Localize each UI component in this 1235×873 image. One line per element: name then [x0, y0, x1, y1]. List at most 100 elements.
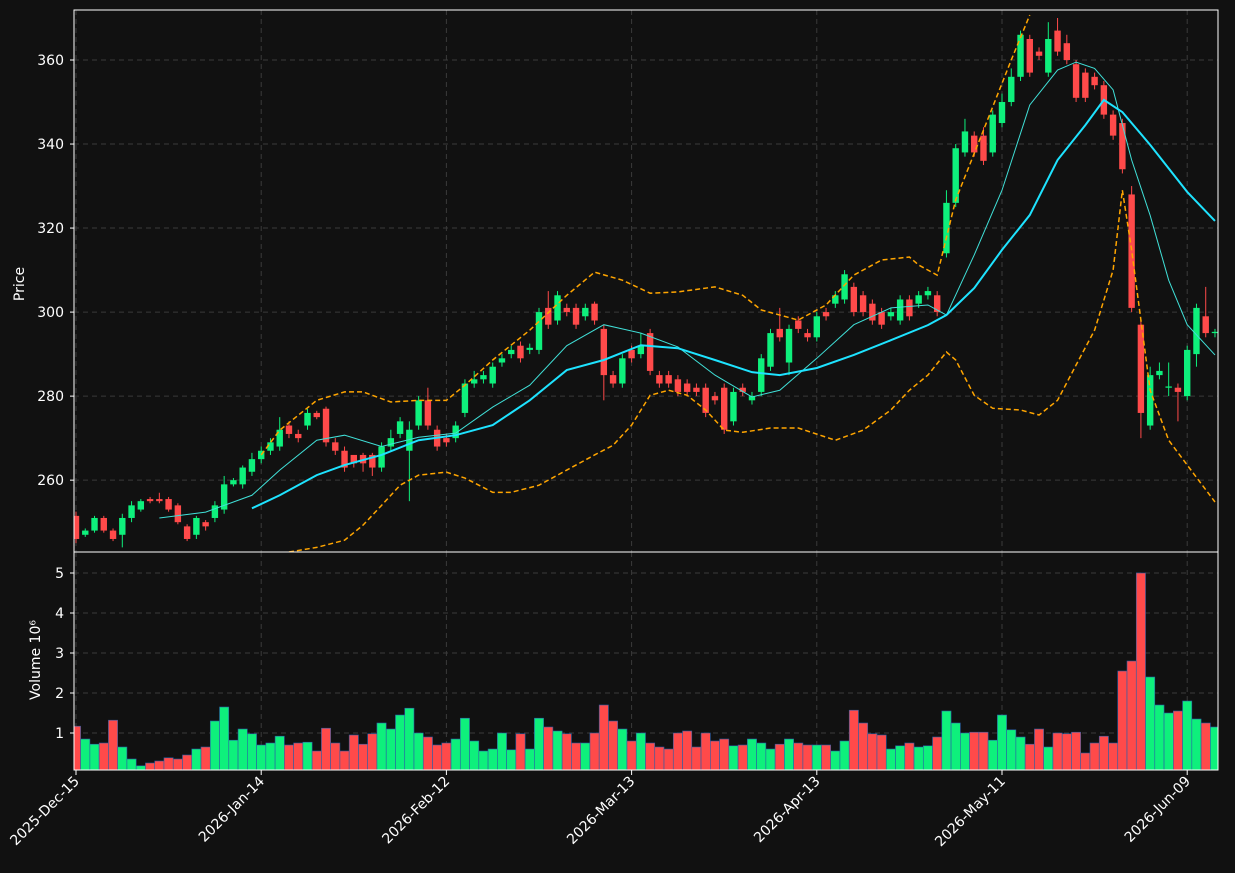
candle-body — [239, 467, 246, 485]
volume-bar — [413, 732, 424, 770]
volume-bar — [154, 760, 165, 770]
volume-bar — [265, 742, 276, 770]
candle-body — [887, 312, 895, 317]
candle-body — [1054, 30, 1061, 52]
volume-bar — [293, 742, 304, 770]
candle-body — [211, 505, 219, 518]
volume-frame — [73, 551, 1219, 771]
candle-body — [554, 295, 561, 321]
indicator-line — [251, 98, 1216, 510]
volume-bar — [969, 731, 980, 770]
candle-body — [646, 333, 654, 371]
volume-bar — [237, 728, 248, 770]
candle-body — [1109, 114, 1117, 136]
volume-bar — [145, 762, 156, 770]
candle-body — [980, 135, 987, 161]
volume-bar — [802, 744, 813, 770]
volume-bar — [608, 720, 619, 770]
candle-body — [100, 517, 107, 531]
volume-bar — [950, 722, 961, 770]
volume-bar — [330, 742, 341, 770]
volume-bar — [552, 730, 563, 770]
candle-body — [489, 366, 496, 384]
volume-bar — [524, 748, 535, 770]
candle-body — [683, 383, 691, 392]
candle-body — [665, 375, 672, 384]
volume-bar — [117, 746, 128, 770]
candle-body — [600, 328, 608, 376]
volume-bar — [821, 744, 831, 770]
candle-body — [924, 291, 932, 296]
candle-body — [470, 379, 478, 384]
volume-bar — [747, 738, 757, 770]
candle-body — [146, 499, 154, 502]
candle-body — [202, 522, 209, 527]
x-tick-label: 2026-Jan-14 — [196, 773, 268, 845]
candle-body — [730, 391, 737, 422]
volume-bar — [672, 732, 683, 770]
candle-body — [1017, 34, 1024, 77]
volume-bar — [811, 744, 822, 770]
volume-bar — [571, 742, 581, 770]
volume-bar — [1043, 746, 1054, 770]
volume-bar — [543, 726, 554, 770]
candle-body — [452, 425, 459, 439]
candle-body — [832, 295, 839, 304]
candle-body — [1119, 123, 1126, 170]
candle-body — [258, 450, 265, 460]
volume-bar — [1210, 726, 1218, 770]
volume-bar — [598, 704, 609, 770]
candle-body — [91, 517, 98, 531]
indicator-line — [260, 14, 1031, 456]
volume-bar — [691, 746, 702, 770]
volume-axis-label: Volume 10⁶ — [28, 620, 44, 700]
volume-bar — [432, 744, 443, 770]
volume-bar — [506, 749, 517, 770]
volume-bar — [682, 730, 693, 770]
candle-body — [415, 400, 422, 426]
volume-bar — [626, 740, 637, 770]
volume-bar — [580, 742, 591, 770]
x-tick-label: 2026-May-11 — [932, 774, 1009, 851]
volume-bar — [793, 742, 804, 770]
candle-body — [933, 295, 941, 313]
candle-body — [119, 517, 126, 535]
y-tick-label: 5 — [55, 566, 64, 582]
candle-body — [711, 396, 719, 401]
volume-bar — [358, 743, 368, 770]
volume-bar — [515, 733, 526, 770]
volume-bar — [719, 738, 730, 770]
candle-body — [721, 387, 728, 430]
volume-bar — [830, 750, 841, 770]
volume-bar — [848, 709, 859, 770]
volume-bar — [247, 733, 257, 770]
volume-bar — [367, 733, 378, 770]
candle-body — [341, 450, 348, 468]
volume-bar — [737, 744, 748, 770]
candle-body — [396, 421, 404, 434]
candle-body — [878, 312, 885, 325]
candle-body — [998, 102, 1006, 124]
volume-bar — [1024, 743, 1035, 770]
volume-bar — [1015, 736, 1026, 770]
volume-bar — [274, 735, 285, 770]
volume-bar — [876, 734, 887, 770]
indicator-lines — [159, 14, 1216, 552]
x-tick-label: 2026-Mar-13 — [564, 774, 638, 848]
candle-body — [776, 328, 783, 338]
candle-body — [1008, 76, 1015, 103]
candle-body — [572, 307, 580, 325]
candle-body — [619, 358, 626, 384]
x-tick-label: 2026-Feb-12 — [379, 774, 453, 848]
candle-body — [674, 379, 682, 392]
volume-bar — [376, 722, 387, 770]
price-axis-label: Price — [12, 267, 28, 301]
candle-body — [915, 295, 922, 304]
candle-body — [508, 349, 515, 355]
candle-body — [443, 438, 450, 443]
volume-bar — [1200, 722, 1211, 770]
volume-bar — [1034, 728, 1044, 770]
volume-bar — [1173, 710, 1183, 770]
volume-bar — [1108, 742, 1119, 770]
